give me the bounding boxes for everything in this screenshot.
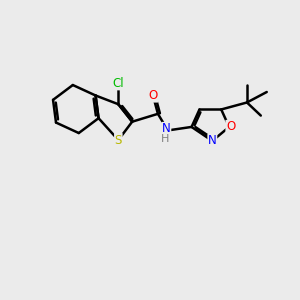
Text: Cl: Cl: [112, 77, 124, 90]
Text: O: O: [148, 89, 158, 102]
Text: N: N: [162, 122, 171, 136]
Text: N: N: [208, 134, 217, 147]
Text: S: S: [115, 134, 122, 146]
Text: H: H: [161, 134, 169, 144]
Text: O: O: [226, 120, 235, 134]
